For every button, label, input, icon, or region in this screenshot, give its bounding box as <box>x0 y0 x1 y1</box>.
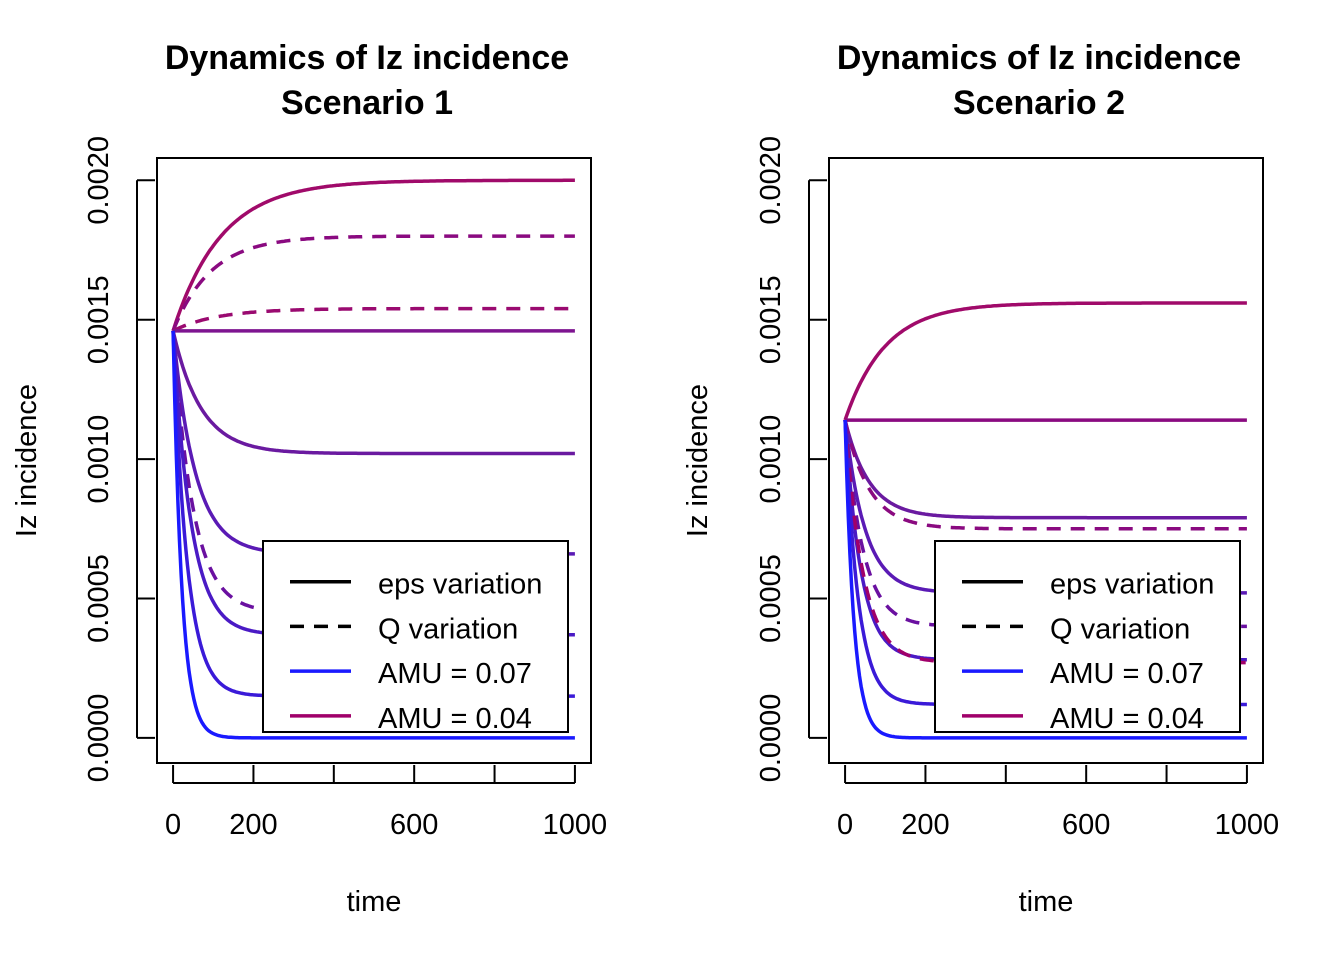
series-line-3 <box>172 306 575 333</box>
series-line-10 <box>843 420 1247 740</box>
x-tick-label: 200 <box>901 809 949 841</box>
legend-label: AMU = 0.07 <box>378 658 532 690</box>
x-tick-label: 600 <box>390 809 438 841</box>
x-axis-label: time <box>1019 886 1074 918</box>
y-tick-label: 0.0010 <box>83 415 115 504</box>
legend-label: eps variation <box>1050 569 1214 601</box>
series-line-2 <box>171 234 575 332</box>
legend-label: AMU = 0.04 <box>1050 703 1204 735</box>
chart-subtitle: Scenario 2 <box>953 84 1125 122</box>
legend-label: Q variation <box>378 613 518 645</box>
y-axis-label: Iz incidence <box>11 384 43 537</box>
series-line-10 <box>171 330 575 740</box>
chart-title: Dynamics of Iz incidence <box>837 39 1241 77</box>
y-tick-label: 0.0020 <box>83 136 115 225</box>
series-line-5 <box>171 330 575 456</box>
y-tick-label: 0.0000 <box>755 694 787 783</box>
series-line-6 <box>171 330 575 556</box>
chart-panel-1: Dynamics of Iz incidence Scenario 1 0 200 60… <box>11 39 607 918</box>
y-tick-label: 0.0000 <box>83 694 115 783</box>
plot-frame <box>156 157 592 764</box>
legend: eps variation Q variation AMU = 0.07 AMU = … <box>934 540 1241 735</box>
legend: eps variation Q variation AMU = 0.07 AMU = … <box>262 540 569 735</box>
legend-label: Q variation <box>1050 613 1190 645</box>
plot-frame <box>828 157 1264 764</box>
chart-title: Dynamics of Iz incidence <box>165 39 569 77</box>
y-tick-label: 0.0005 <box>755 554 787 643</box>
y-axis-label: Iz incidence <box>682 384 714 537</box>
chart-panel-2: Dynamics of Iz incidence Scenario 2 0 200 60… <box>682 39 1279 918</box>
series-line-3 <box>843 419 1247 520</box>
legend-label: AMU = 0.04 <box>378 703 532 735</box>
x-tick-label: 200 <box>229 809 277 841</box>
x-tick-label: 600 <box>1062 809 1110 841</box>
y-tick-label: 0.0005 <box>83 554 115 643</box>
x-tick-label: 1000 <box>543 809 608 841</box>
series-line-1 <box>843 301 1247 421</box>
legend-label: AMU = 0.07 <box>1050 658 1204 690</box>
y-tick-label: 0.0020 <box>755 136 787 225</box>
y-tick-label: 0.0010 <box>755 415 787 504</box>
legend-box <box>262 540 569 733</box>
x-axis-label: time <box>347 886 402 918</box>
x-tick-label: 0 <box>837 809 853 841</box>
chart-subtitle: Scenario 1 <box>281 84 453 122</box>
legend-box <box>934 540 1241 733</box>
x-tick-label: 1000 <box>1215 809 1280 841</box>
y-tick-label: 0.0015 <box>83 275 115 364</box>
series-line-1 <box>171 178 575 332</box>
series-line-4 <box>843 419 1247 531</box>
y-tick-label: 0.0015 <box>755 275 787 364</box>
x-tick-label: 0 <box>165 809 181 841</box>
legend-label: eps variation <box>378 569 542 601</box>
